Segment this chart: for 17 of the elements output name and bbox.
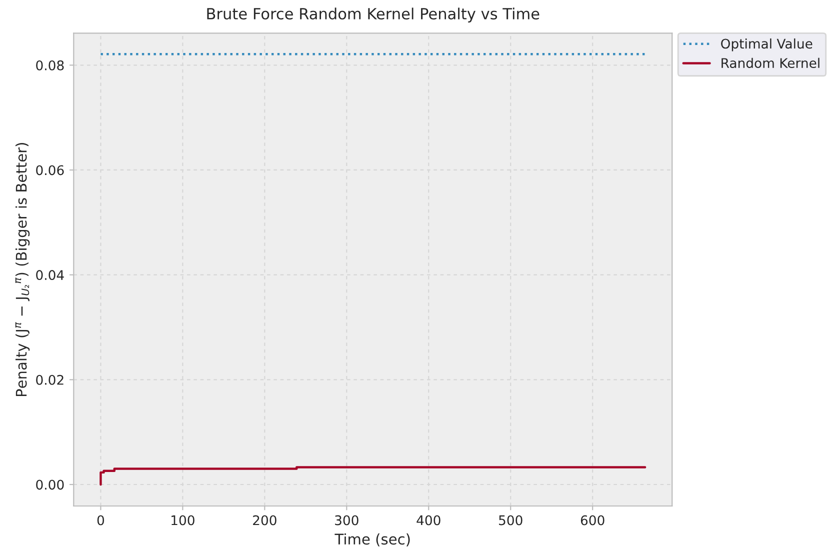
y-tick-label: 0.02 bbox=[36, 374, 64, 385]
x-tick-label: 600 bbox=[580, 515, 604, 526]
x-tick-label: 300 bbox=[335, 515, 358, 526]
x-tick-label: 100 bbox=[172, 515, 194, 526]
y-tick-label: 0.00 bbox=[36, 480, 64, 490]
y-tick-label: 0.08 bbox=[36, 60, 64, 70]
x-axis-title: Time (sec) bbox=[334, 533, 410, 546]
y-tick-label: 0.04 bbox=[36, 270, 64, 280]
y-tick-label: 0.06 bbox=[36, 165, 64, 176]
chart-title: Brute Force Random Kernel Penalty vs Time bbox=[207, 8, 540, 22]
legend-label: Random Kernel bbox=[722, 58, 820, 68]
x-tick-label: 200 bbox=[253, 515, 276, 526]
x-tick-label: 500 bbox=[499, 515, 522, 526]
legend-label: Optimal Value bbox=[721, 38, 812, 52]
x-tick-label: 0 bbox=[97, 515, 104, 526]
x-tick-label: 400 bbox=[416, 515, 440, 526]
y-axis-title: Penalty (J$^{π}$ − J$_{U₂}$$^{π}$) (Bigger is Better) bbox=[15, 142, 30, 396]
